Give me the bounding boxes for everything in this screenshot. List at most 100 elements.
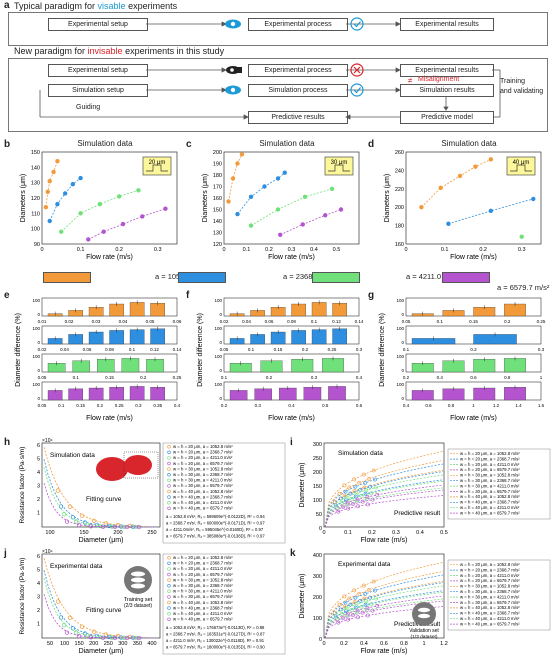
data-point (356, 615, 360, 620)
predictive-curve (324, 562, 444, 639)
x-tick-label: 0.4 (356, 375, 363, 380)
legend-marker (167, 500, 171, 505)
predictive-curve (324, 495, 444, 528)
legend-entry: w = h = 40 μm, a = 2368.7 m/s² (173, 494, 233, 499)
x-tick-label: 0.25 (537, 319, 546, 324)
x-tick-label: 0.4 (288, 403, 295, 408)
x-tick-label: 100 (60, 641, 69, 647)
channel-size-label: 40 μm (513, 160, 530, 166)
legend-entry: w = h = 20 μm, a = 6579.7 m/s² (173, 461, 233, 466)
x-tick-label: 0.05 (402, 319, 411, 324)
data-point (59, 229, 64, 234)
legend-chip-1052 (43, 272, 91, 283)
x-tick-label: 0.3 (538, 347, 545, 352)
data-point (100, 635, 106, 640)
x-tick-label: 0.06 (265, 319, 274, 324)
typical-title: Typical paradigm for visable experiments (14, 1, 178, 11)
droplet-shape (124, 455, 152, 475)
y-tick-label: 130 (31, 181, 40, 187)
data-point (343, 489, 348, 494)
legend-entry: w = h = 20 μm, a = 6579.7 m/s² (460, 467, 520, 472)
data-point (300, 222, 305, 227)
y-axis-label: Diameters (μm) (20, 174, 27, 222)
not-equal-icon: ≠ (408, 76, 413, 85)
bar (311, 302, 327, 317)
database-icon-disk (131, 577, 145, 583)
y-tick-label: 100 (313, 498, 322, 504)
data-point (282, 170, 287, 175)
flow-box-sim-results: Simulation results (400, 84, 494, 97)
legend-marker (167, 611, 171, 616)
x-tick-label: 0.4 (174, 403, 181, 408)
data-point (357, 591, 362, 596)
data-point (371, 579, 376, 584)
x-axis-label: Flow rate (m/s) (86, 415, 133, 422)
legend-entry: w = h = 40 μm, a = 6579.7 m/s² (460, 621, 520, 626)
series-line (448, 198, 534, 225)
series-line (49, 177, 81, 222)
data-point (55, 488, 61, 493)
data-point (302, 194, 308, 200)
legend-entry: w = h = 30 μm, a = 2368.7 m/s² (460, 478, 520, 483)
data-point (100, 524, 106, 529)
data-point (338, 207, 344, 212)
y-tick-label: 0 (219, 396, 222, 401)
x-tick-label: 0.2 (115, 247, 123, 253)
y-tick-label: 3 (37, 595, 40, 601)
y-tick-label: 4 (37, 470, 40, 476)
data-point (136, 524, 142, 530)
validating-label: and validating (500, 88, 544, 95)
predictive-curve (324, 571, 444, 639)
predictive-curve (324, 600, 444, 639)
set-label: Training set (124, 597, 153, 603)
predictive-curve (324, 460, 444, 528)
y-tick-label: 300 (313, 442, 322, 448)
x-tick-label: 1.6 (538, 403, 545, 408)
data-point (363, 591, 368, 596)
y-tick-label: 1 (37, 511, 40, 517)
y-tick-label: 150 (31, 150, 40, 156)
legend-text-4211: a = 4211.0 m/s² (406, 272, 458, 281)
x-axis-label: Flow rate (m/s) (361, 648, 408, 655)
bar (150, 328, 166, 345)
x-tick-label: 0.1 (441, 247, 449, 253)
x-tick-label: 250 (147, 530, 156, 536)
y-axis-label: Diameter (μm) (299, 574, 306, 619)
y-axis-label: Diameter difference (%) (15, 313, 22, 387)
panel-b-title: Simulation data (77, 139, 133, 148)
x-tick-label: 0.3 (356, 347, 363, 352)
x-tick-label: 0.3 (392, 530, 400, 536)
data-point (348, 491, 353, 496)
legend-entry: w = h = 20 μm, a = 4211.0 m/s² (460, 573, 520, 578)
data-point (354, 602, 359, 607)
bar (129, 386, 145, 401)
legend-entry: w = h = 40 μm, a = 2368.7 m/s² (460, 611, 520, 616)
legend-entry: w = h = 20 μm, a = 1052.8 m/s² (460, 562, 520, 567)
legend-marker (167, 456, 171, 460)
set-sub-label: (1/3 dataset) (411, 634, 438, 640)
panel-label-i: i (290, 437, 293, 448)
data-point (62, 191, 68, 196)
training-label: Training (500, 78, 526, 85)
data-point (239, 152, 245, 157)
legend-entry: w = h = 20 μm, a = 2368.7 m/s² (173, 450, 233, 455)
flow-box-sim-process: Simulation process (248, 84, 348, 97)
panel-label-c: c (186, 139, 192, 150)
series-line (280, 209, 342, 236)
x-axis-label: Diameter (μm) (79, 648, 124, 655)
y-tick-label: 100 (32, 354, 40, 359)
x-tick-label: 0 (322, 641, 325, 647)
x-tick-label: 0.5 (333, 247, 341, 253)
database-icon (124, 566, 152, 594)
x-tick-label: 400 (147, 641, 156, 647)
database-icon-disk (418, 613, 430, 619)
data-point (365, 502, 370, 507)
x-tick-label: 0.08 (105, 347, 114, 352)
chart-f: 100 0 0.02 0.04 0.06 0.08 0.1 0.12 0.14 100 0 0.05 0… (197, 297, 364, 422)
x-axis-label: Flow rate (m/s) (86, 254, 133, 261)
y-tick-label: 0 (401, 368, 404, 373)
x-tick-label: 0.1 (344, 530, 352, 536)
x-tick-label: 0.02 (65, 319, 74, 324)
legend-box (162, 553, 286, 655)
plot-frame (41, 151, 178, 245)
